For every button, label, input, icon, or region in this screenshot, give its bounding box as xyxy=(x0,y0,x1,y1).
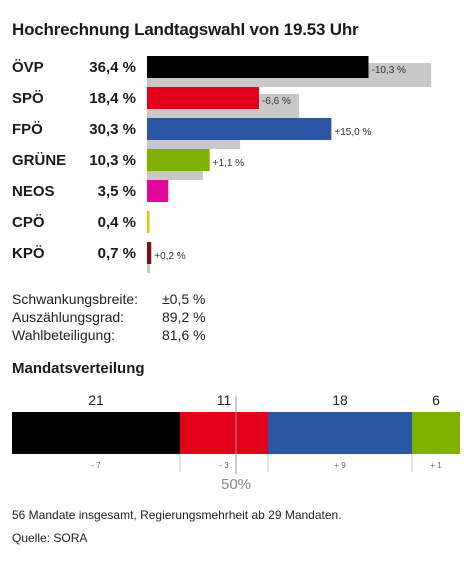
seat-change-fpoe: + 9 xyxy=(334,461,346,470)
seats-title: Mandatsverteilung xyxy=(12,360,145,377)
value-label-gruene: 10,3 % xyxy=(89,152,136,169)
party-label-kpoe: KPÖ xyxy=(12,245,45,262)
stat-row-auszaehlungsgrad: Auszählungsgrad: 89,2 % xyxy=(12,308,206,326)
bar-gruene xyxy=(147,149,210,171)
value-label-neos: 3,5 % xyxy=(98,183,136,200)
seat-count-spoe: 11 xyxy=(217,392,232,408)
stat-row-wahlbeteiligung: Wahlbeteiligung: 81,6 % xyxy=(12,326,206,344)
party-label-neos: NEOS xyxy=(12,183,55,200)
value-label-oevp: 36,4 % xyxy=(89,59,136,76)
stat-label: Auszählungsgrad: xyxy=(12,309,125,325)
seat-change-oevp: - 7 xyxy=(91,461,101,470)
seat-segment-spoe xyxy=(180,412,268,454)
stat-value: ±0,5 % xyxy=(162,291,206,307)
change-label-kpoe: +0,2 % xyxy=(154,251,186,262)
party-label-gruene: GRÜNE xyxy=(12,152,66,169)
party-label-fpoe: FPÖ xyxy=(12,121,43,138)
source-note: Quelle: SORA xyxy=(12,531,88,545)
party-label-oevp: ÖVP xyxy=(12,59,44,76)
seat-count-gruene: 6 xyxy=(432,392,440,408)
stats-block: Schwankungsbreite: ±0,5 % Auszählungsgra… xyxy=(12,290,206,344)
seat-change-gruene: + 1 xyxy=(430,461,442,470)
bar-spoe xyxy=(147,87,259,109)
bar-neos xyxy=(147,180,169,202)
party-label-cpoe: CPÖ xyxy=(12,214,45,231)
value-label-spoe: 18,4 % xyxy=(89,90,136,107)
stat-row-schwankungsbreite: Schwankungsbreite: ±0,5 % xyxy=(12,290,206,308)
change-label-fpoe: +15,0 % xyxy=(334,127,371,138)
bar-kpoe xyxy=(147,242,152,264)
party-label-spoe: SPÖ xyxy=(12,90,44,107)
bar-oevp xyxy=(147,56,369,78)
bar-cpoe xyxy=(147,211,150,233)
value-label-kpoe: 0,7 % xyxy=(98,245,136,262)
stat-value: 81,6 % xyxy=(162,327,206,343)
value-label-cpoe: 0,4 % xyxy=(98,214,136,231)
seat-segment-gruene xyxy=(412,412,460,454)
seat-segment-oevp xyxy=(12,412,180,454)
seat-segment-fpoe xyxy=(268,412,412,454)
change-label-oevp: -10,3 % xyxy=(371,65,406,76)
seat-change-spoe: - 3 xyxy=(219,461,229,470)
value-label-fpoe: 30,3 % xyxy=(89,121,136,138)
chart-title: Hochrechnung Landtagswahl von 19.53 Uhr xyxy=(12,20,359,39)
seats-note: 56 Mandate insgesamt, Regierungsmehrheit… xyxy=(12,508,342,522)
bar-fpoe xyxy=(147,118,332,140)
change-label-gruene: +1,1 % xyxy=(213,158,245,169)
majority-label: 50% xyxy=(221,476,251,493)
seat-count-oevp: 21 xyxy=(88,392,104,408)
stat-value: 89,2 % xyxy=(162,309,206,325)
stat-label: Schwankungsbreite: xyxy=(12,291,139,307)
seat-count-fpoe: 18 xyxy=(332,392,348,408)
stat-label: Wahlbeteiligung: xyxy=(12,327,115,343)
change-label-spoe: -6,6 % xyxy=(262,96,291,107)
